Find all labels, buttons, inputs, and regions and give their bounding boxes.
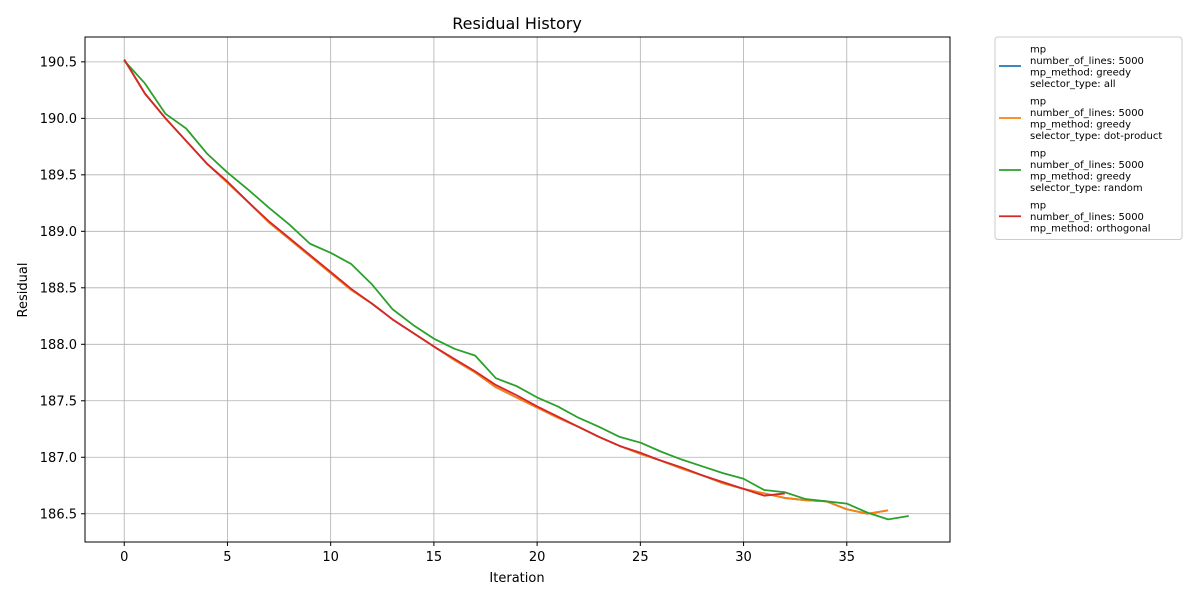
legend-label-line: mp_method: greedy (1030, 120, 1131, 131)
legend-label-line: mp (1030, 45, 1046, 56)
x-tick-label: 20 (529, 550, 546, 565)
x-tick-label: 25 (632, 550, 649, 565)
series-line-3 (123, 60, 909, 521)
y-tick-label: 187.5 (40, 394, 77, 409)
series-lines (123, 59, 909, 521)
legend-label-line: mp_method: greedy (1030, 68, 1131, 79)
x-tick-label: 30 (735, 550, 752, 565)
series-line-1 (123, 59, 889, 515)
legend-box (994, 36, 1183, 240)
legend-label-line: mp (1030, 149, 1046, 160)
y-tick-label: 188.0 (40, 338, 77, 353)
chart-title: Residual History (452, 14, 582, 33)
x-axis-ticks: 0 5 10 15 20 25 30 35 (120, 542, 855, 565)
y-tick-label: 189.0 (40, 225, 77, 240)
y-tick-label: 189.5 (40, 168, 77, 183)
legend-label-line: number_of_lines: 5000 (1030, 160, 1144, 171)
legend-label-line: number_of_lines: 5000 (1030, 108, 1144, 119)
grid (85, 37, 950, 542)
legend-label-line: mp_method: orthogonal (1030, 224, 1151, 235)
legend-label-line: number_of_lines: 5000 (1030, 212, 1144, 223)
x-tick-label: 5 (223, 550, 231, 565)
y-tick-label: 186.5 (40, 507, 77, 522)
y-tick-label: 190.0 (40, 112, 77, 127)
x-tick-label: 35 (839, 550, 856, 565)
plot-frame (84, 36, 951, 543)
y-tick-label: 188.5 (40, 281, 77, 296)
legend-label-line: selector_type: random (1030, 183, 1143, 194)
legend-label-line: mp (1030, 97, 1046, 108)
x-tick-label: 10 (322, 550, 339, 565)
y-tick-label: 187.0 (40, 451, 77, 466)
x-axis-label: Iteration (489, 571, 544, 586)
legend-label-line: mp (1030, 201, 1046, 212)
y-axis-ticks: 186.5 187.0 187.5 188.0 188.5 189.0 189.5 190.0… (40, 55, 85, 522)
series-line-2 (123, 59, 889, 515)
legend-label-line: number_of_lines: 5000 (1030, 56, 1144, 67)
legend-label-line: selector_type: dot-product (1030, 131, 1162, 142)
x-tick-label: 15 (426, 550, 443, 565)
x-tick-label: 0 (120, 550, 128, 565)
series-line-4 (123, 59, 785, 497)
legend-label-line: mp_method: greedy (1030, 172, 1131, 183)
y-axis-label: Residual (16, 263, 31, 318)
y-tick-label: 190.5 (40, 55, 77, 70)
legend-label-line: selector_type: all (1030, 79, 1116, 90)
